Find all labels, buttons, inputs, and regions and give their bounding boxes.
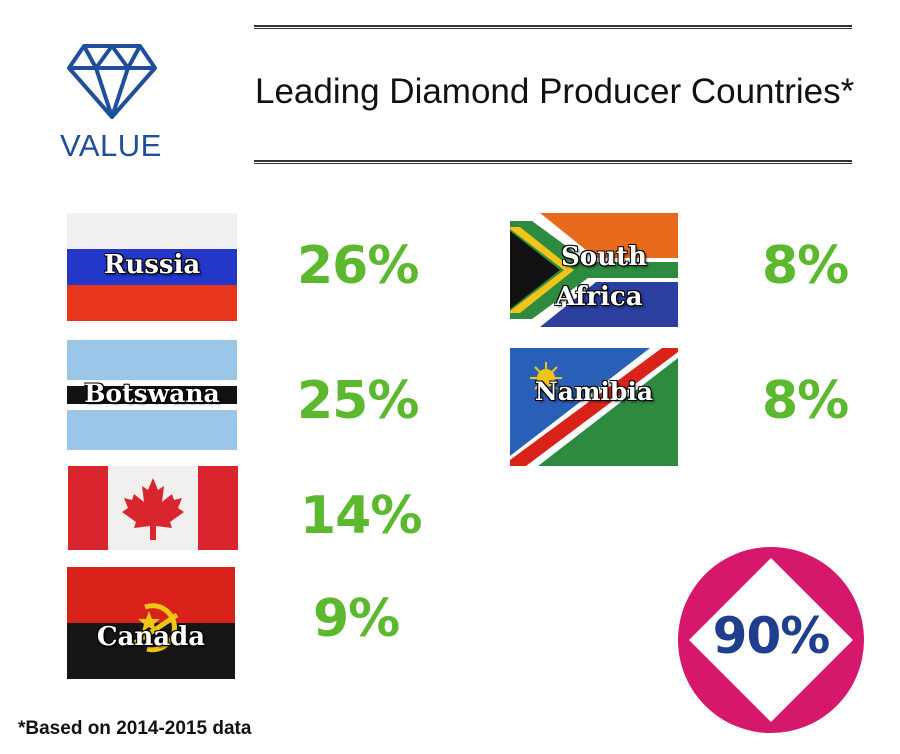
flag-label-botswana: Botswana xyxy=(84,379,220,408)
angola-flag: Canada xyxy=(67,567,235,679)
total-share: 90% xyxy=(712,607,831,665)
botswana-flag: Botswana xyxy=(67,340,237,450)
diamond-icon xyxy=(66,42,158,125)
share-russia: 26% xyxy=(297,236,419,296)
brand-label: VALUE xyxy=(60,128,162,163)
share-canada-leaf: 14% xyxy=(300,486,422,546)
russia-flag: Russia xyxy=(67,213,237,321)
page-title: Leading Diamond Producer Countries* xyxy=(255,72,855,111)
header-bottom-rule xyxy=(254,160,852,164)
share-botswana: 25% xyxy=(297,371,419,431)
share-namibia: 8% xyxy=(762,371,849,431)
south-africa-flag: South Africa xyxy=(510,213,678,327)
flag-label-angola: Canada xyxy=(96,622,206,652)
share-angola: 9% xyxy=(313,589,400,649)
canada-flag xyxy=(68,466,238,550)
flag-label-namibia: Namibia xyxy=(534,377,654,406)
header-top-rule xyxy=(254,25,852,29)
flag-label-south-africa-2: Africa xyxy=(555,282,643,312)
flag-label-south-africa-1: South xyxy=(561,242,647,272)
flag-label-russia: Russia xyxy=(103,250,201,280)
footnote: *Based on 2014-2015 data xyxy=(18,718,252,739)
share-south-africa: 8% xyxy=(762,236,849,296)
total-badge xyxy=(677,546,865,739)
namibia-flag: Namibia xyxy=(510,348,678,466)
